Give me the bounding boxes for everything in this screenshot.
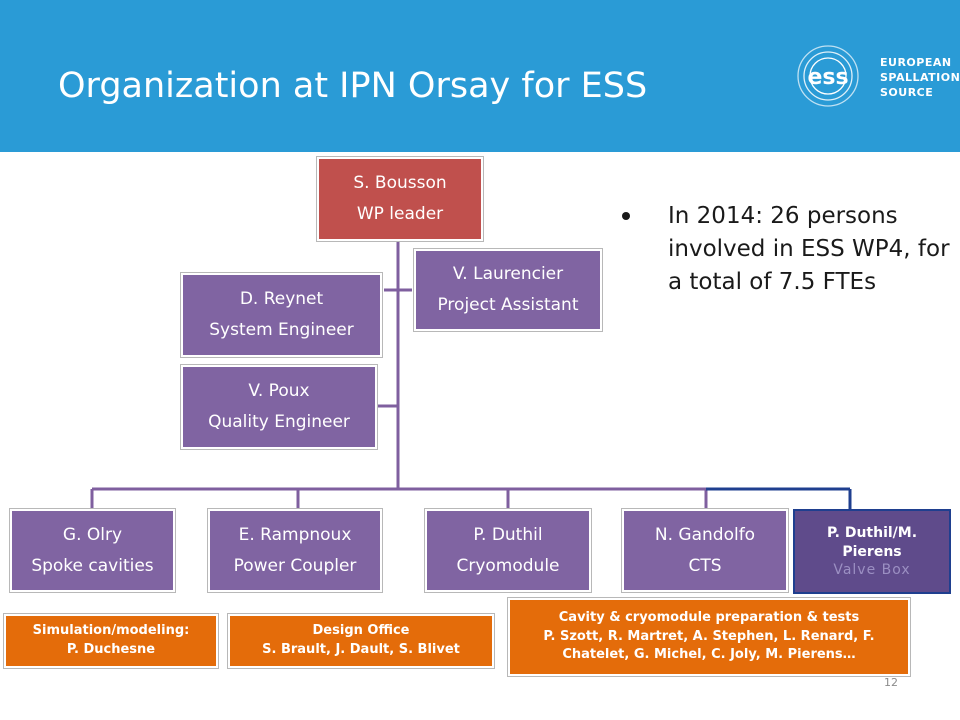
staff-box-quality-engineer: V. Poux Quality Engineer xyxy=(181,365,377,449)
team-title: Simulation/modeling: xyxy=(32,623,190,639)
team-members-line2: Chatelet, G. Michel, C. Joly, M. Pierens… xyxy=(562,647,856,663)
team-box-cavity-tests: Cavity & cryomodule preparation & tests … xyxy=(508,598,910,676)
group-role: CTS xyxy=(688,555,722,576)
staff-box-project-assistant: V. Laurencier Project Assistant xyxy=(414,249,602,331)
slide-header: Organization at IPN Orsay for ESS xyxy=(0,0,960,152)
staff-box-system-engineer: D. Reynet System Engineer xyxy=(181,273,382,357)
team-box-simulation: Simulation/modeling: P. Duchesne xyxy=(4,614,218,668)
group-role: Cryomodule xyxy=(456,555,560,576)
team-title: Design Office xyxy=(312,623,410,639)
staff-name: V. Poux xyxy=(248,381,310,402)
group-name: N. Gandolfo xyxy=(654,524,756,545)
bullet-item: In 2014: 26 persons involved in ESS WP4,… xyxy=(668,203,950,295)
logo-mark: ess xyxy=(807,65,848,90)
logo-word-1: EUROPEAN xyxy=(880,56,952,69)
staff-name: D. Reynet xyxy=(239,289,324,310)
slide-title: Organization at IPN Orsay for ESS xyxy=(58,66,648,106)
group-role: Spoke cavities xyxy=(31,555,154,576)
team-members: S. Brault, J. Dault, S. Blivet xyxy=(262,642,460,657)
staff-role: Project Assistant xyxy=(437,295,579,315)
group-name: E. Rampnoux xyxy=(238,524,352,545)
team-members-line1: P. Szott, R. Martret, A. Stephen, L. Ren… xyxy=(543,628,875,644)
staff-role: System Engineer xyxy=(209,320,354,340)
group-box-cryomodule: P. Duthil Cryomodule xyxy=(425,509,591,592)
group-role: Power Coupler xyxy=(233,555,357,576)
group-name-line1: P. Duthil/M. xyxy=(826,524,918,541)
team-members: P. Duchesne xyxy=(66,642,156,657)
group-box-spoke-cavities: G. Olry Spoke cavities xyxy=(10,509,175,592)
leader-box: S. Bousson WP leader xyxy=(317,157,483,241)
group-name-line2: Pierens xyxy=(842,543,902,560)
bullet-dot xyxy=(622,212,630,220)
staff-role: Quality Engineer xyxy=(208,412,350,432)
group-box-power-coupler: E. Rampnoux Power Coupler xyxy=(208,509,382,592)
group-role: Valve Box xyxy=(833,561,911,578)
page-number: 12 xyxy=(884,676,898,689)
group-box-cts: N. Gandolfo CTS xyxy=(622,509,788,592)
group-box-valve-box: P. Duthil/M. Pierens Valve Box xyxy=(793,509,951,594)
group-name: P. Duthil xyxy=(473,524,543,545)
leader-name: S. Bousson xyxy=(353,173,447,194)
leader-role: WP leader xyxy=(356,204,444,224)
group-name: G. Olry xyxy=(62,524,123,545)
logo-word-3: SOURCE xyxy=(880,86,934,99)
team-box-design-office: Design Office S. Brault, J. Dault, S. Bl… xyxy=(228,614,494,668)
ess-logo: ess xyxy=(797,45,859,107)
team-title: Cavity & cryomodule preparation & tests xyxy=(558,609,860,625)
staff-name: V. Laurencier xyxy=(452,264,564,285)
logo-word-2: SPALLATION xyxy=(880,71,960,84)
